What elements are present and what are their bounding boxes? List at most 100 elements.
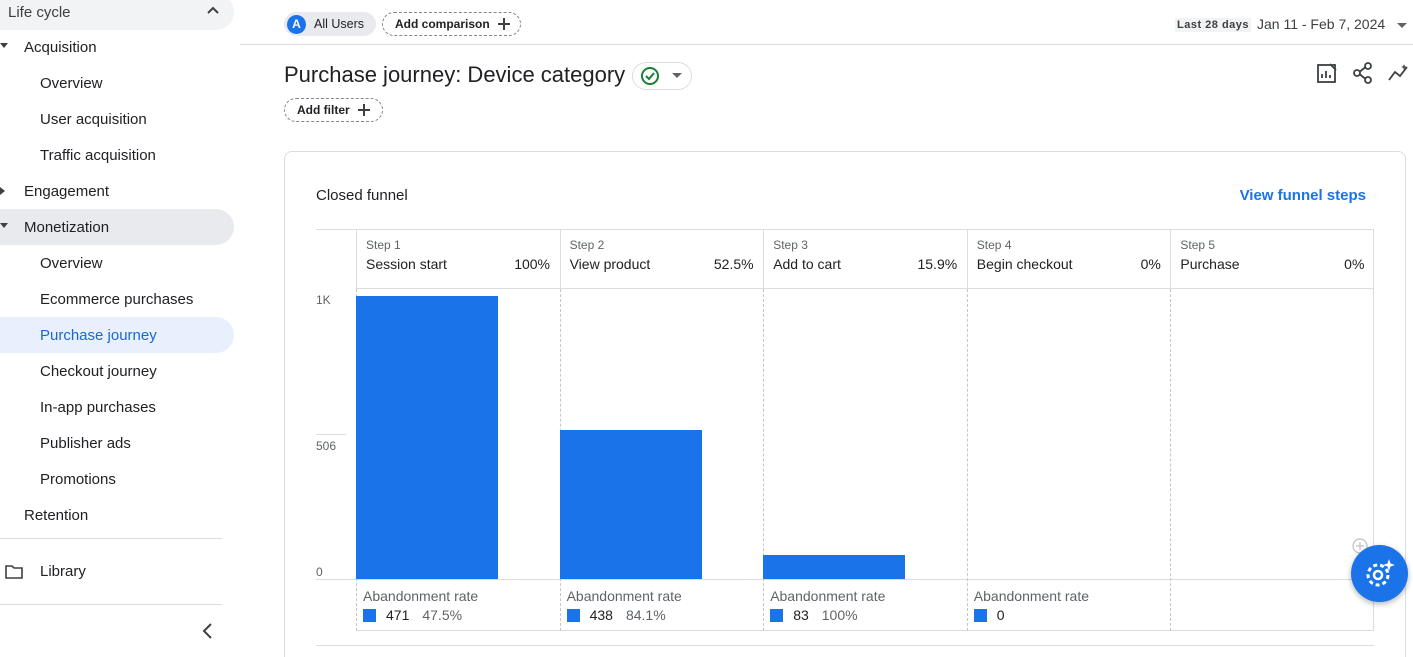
- add-filter-button[interactable]: Add filter: [284, 98, 383, 122]
- add-comparison-button[interactable]: Add comparison: [382, 12, 521, 36]
- view-funnel-steps-link[interactable]: View funnel steps: [1239, 187, 1366, 204]
- chart-border: [356, 288, 1374, 289]
- column-divider: [1170, 229, 1172, 289]
- sidebar: Life cycle Acquisition Overview User acq…: [0, 0, 240, 657]
- funnel-step-column[interactable]: Step 3 Add to cart 15.9% Abandonment rate 83…: [763, 229, 967, 631]
- funnel-step-column[interactable]: Step 4 Begin checkout 0% Abandonment rate 0: [966, 229, 1171, 631]
- column-divider: [966, 289, 968, 631]
- sidebar-item-label: Library: [40, 562, 86, 580]
- avatar: A: [287, 14, 306, 34]
- sidebar-divider: [0, 604, 222, 605]
- abandonment-rate: 84.1%: [625, 607, 666, 623]
- caret-down-icon[interactable]: [1397, 23, 1407, 29]
- chevron-left-icon[interactable]: [200, 622, 216, 640]
- legend-swatch: [770, 608, 784, 622]
- step-completion-rate: 0%: [1140, 256, 1161, 272]
- caret-right-icon: [0, 187, 5, 195]
- step-number: Step 3: [773, 238, 808, 252]
- funnel-bar[interactable]: [763, 555, 906, 579]
- column-divider: [1170, 289, 1172, 631]
- funnel-chart: 1K 506 0 Step 1 Session start 100% Abandonm…: [316, 229, 1374, 631]
- sidebar-item-checkout-journey[interactable]: Checkout journey: [0, 353, 157, 389]
- funnel-step-column[interactable]: Step 1 Session start 100% Abandonment rate 4…: [356, 229, 560, 631]
- legend-swatch: [363, 608, 376, 622]
- caret-down-icon: [672, 73, 682, 78]
- sidebar-item-mon-overview[interactable]: Overview: [0, 245, 103, 281]
- share-icon[interactable]: [1352, 62, 1374, 84]
- abandonment-count: 438: [589, 607, 613, 623]
- date-preset-label: Last 28 days: [1175, 18, 1252, 32]
- legend-swatch: [566, 608, 580, 622]
- sidebar-item-label: Monetization: [24, 218, 110, 236]
- abandonment-row: 0: [973, 607, 1018, 623]
- sidebar-item-label: Overview: [40, 254, 103, 272]
- step-name: Begin checkout: [976, 256, 1073, 272]
- column-divider: [763, 229, 765, 289]
- step-number: Step 5: [1180, 238, 1216, 252]
- column-divider: [1373, 229, 1374, 631]
- sidebar-item-label: Traffic acquisition: [40, 146, 156, 164]
- insights-icon[interactable]: [1387, 62, 1409, 84]
- abandonment-count: 471: [386, 607, 410, 623]
- abandonment-row: 471 47.5%: [363, 607, 462, 623]
- sidebar-item-ecommerce-purchases[interactable]: Ecommerce purchases: [0, 281, 193, 317]
- abandonment-count: 0: [996, 607, 1005, 623]
- top-bar: A All Users Add comparison Last 28 days …: [240, 0, 1413, 45]
- y-tick-label: 506: [316, 439, 337, 453]
- all-users-chip[interactable]: A All Users: [284, 12, 377, 36]
- y-tick-label: 0: [316, 565, 323, 579]
- sidebar-item-promotions[interactable]: Promotions: [0, 461, 116, 497]
- chevron-up-icon: [207, 6, 219, 14]
- y-gridline: [316, 434, 346, 435]
- sidebar-item-engagement[interactable]: Engagement: [0, 173, 109, 209]
- y-tick-label: 1K: [316, 293, 331, 307]
- step-name: Purchase: [1180, 256, 1240, 272]
- sidebar-item-label: User acquisition: [40, 110, 147, 128]
- step-number: Step 1: [366, 238, 401, 252]
- sidebar-item-traffic-acquisition[interactable]: Traffic acquisition: [0, 137, 156, 173]
- funnel-bar[interactable]: [559, 430, 702, 579]
- card-divider: [316, 645, 1374, 646]
- funnel-step-column[interactable]: Step 5 Purchase 0%: [1170, 229, 1374, 631]
- caret-down-icon: [0, 223, 8, 228]
- chip-label: All Users: [314, 17, 365, 31]
- legend-swatch: [973, 608, 987, 622]
- chart-border: [316, 229, 1374, 230]
- sidebar-item-in-app-purchases[interactable]: In-app purchases: [0, 389, 156, 425]
- edit-report-icon[interactable]: [1316, 62, 1338, 84]
- abandonment-row: 83 100%: [770, 607, 858, 623]
- sidebar-item-label: Retention: [24, 506, 89, 524]
- sidebar-item-acq-overview[interactable]: Overview: [0, 65, 103, 101]
- sidebar-item-purchase-journey[interactable]: Purchase journey: [0, 317, 234, 353]
- plus-icon: [357, 104, 370, 116]
- sidebar-item-label: In-app purchases: [40, 398, 156, 416]
- abandonment-label: Abandonment rate: [973, 588, 1089, 604]
- sidebar-item-acquisition[interactable]: Acquisition: [0, 29, 97, 65]
- funnel-bar[interactable]: [356, 295, 498, 579]
- sidebar-item-monetization[interactable]: Monetization: [0, 209, 234, 245]
- report-status-dropdown[interactable]: [632, 62, 692, 90]
- step-name: Session start: [366, 256, 447, 272]
- column-divider: [763, 289, 765, 631]
- folder-icon: [5, 565, 23, 579]
- sidebar-item-label: Checkout journey: [40, 362, 157, 380]
- sidebar-item-user-acquisition[interactable]: User acquisition: [0, 101, 147, 137]
- date-range-picker[interactable]: Jan 11 - Feb 7, 2024: [1257, 16, 1386, 32]
- check-circle-icon: [641, 67, 659, 85]
- funnel-step-column[interactable]: Step 2 View product 52.5% Abandonment rate 4…: [559, 229, 764, 631]
- column-divider: [559, 229, 561, 289]
- sidebar-item-label: Promotions: [40, 470, 116, 488]
- abandonment-rate: 100%: [821, 607, 858, 623]
- insights-fab-button[interactable]: [1351, 545, 1408, 602]
- sidebar-lifecycle-header[interactable]: Life cycle: [0, 0, 234, 30]
- button-label: Add filter: [297, 103, 350, 117]
- sidebar-item-publisher-ads[interactable]: Publisher ads: [0, 425, 131, 461]
- sidebar-item-library[interactable]: Library: [0, 553, 86, 589]
- sidebar-item-retention[interactable]: Retention: [0, 497, 88, 533]
- step-number: Step 4: [976, 238, 1012, 252]
- page-title: Purchase journey: Device category: [284, 62, 626, 87]
- lifecycle-label: Life cycle: [8, 3, 71, 21]
- plus-icon: [497, 18, 510, 30]
- sidebar-item-label: Ecommerce purchases: [40, 290, 194, 308]
- abandonment-label: Abandonment rate: [566, 588, 682, 604]
